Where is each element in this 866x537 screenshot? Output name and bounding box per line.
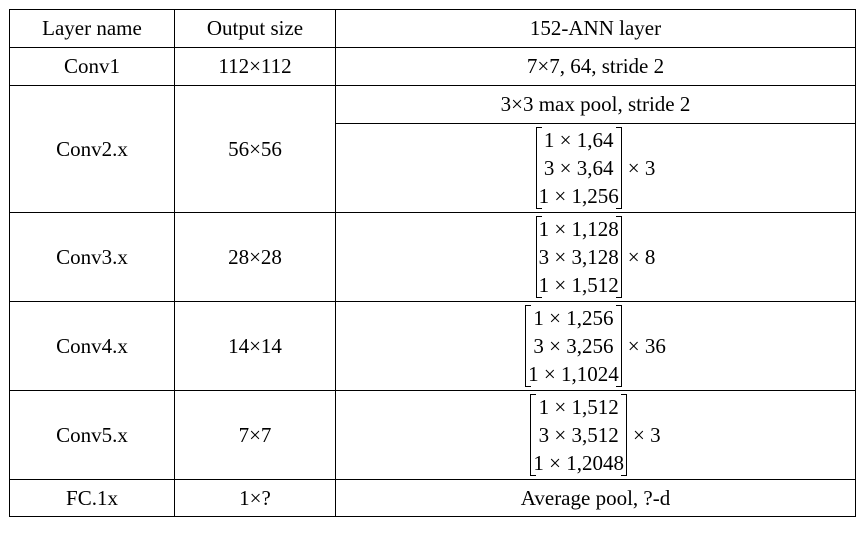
header-output-size: Output size <box>174 9 336 48</box>
pool-spec-cell: 3×3 max pool, stride 2 <box>335 85 856 124</box>
table-row-conv1: Conv1 112×112 7×7, 64, stride 2 <box>9 47 856 86</box>
block-spec-cell: 1 × 1,512 3 × 3,512 1 × 1,2048 × 3 <box>335 390 856 480</box>
table-row-conv2-pool: Conv2.x 56×56 3×3 max pool, stride 2 <box>9 85 856 213</box>
matrix-line: 1 × 1,512 <box>538 395 619 419</box>
output-size-cell: 56×56 <box>174 85 336 213</box>
output-size-cell: 112×112 <box>174 47 336 86</box>
header-ann-layer: 152-ANN layer <box>335 9 856 48</box>
bracket-group: 1 × 1,128 3 × 3,128 1 × 1,512 <box>535 215 622 299</box>
repeat-multiplier: × 36 <box>627 333 666 358</box>
output-size-cell: 28×28 <box>174 212 336 302</box>
block-matrix: 1 × 1,512 3 × 3,512 1 × 1,2048 × 3 <box>530 393 661 477</box>
layer-name-cell: Conv2.x <box>9 85 175 213</box>
block-matrix: 1 × 1,64 3 × 3,64 1 × 1,256 × 3 <box>535 126 656 210</box>
repeat-multiplier: × 3 <box>627 155 656 180</box>
matrix-line: 3 × 3,512 <box>538 423 619 447</box>
repeat-multiplier: × 3 <box>633 422 661 447</box>
matrix-line: 3 × 3,128 <box>538 245 619 269</box>
matrix-line: 1 × 1,64 <box>543 128 614 152</box>
layer-spec-cell: Average pool, ?-d <box>335 479 856 517</box>
matrix-line: 1 × 1,256 <box>538 184 619 208</box>
block-matrix: 1 × 1,256 3 × 3,256 1 × 1,1024 × 36 <box>525 304 666 388</box>
layer-name-cell: Conv5.x <box>9 390 175 480</box>
block-spec-cell: 1 × 1,128 3 × 3,128 1 × 1,512 × 8 <box>335 212 856 302</box>
matrix-line: 3 × 3,64 <box>543 156 614 180</box>
matrix-line: 1 × 1,2048 <box>533 451 624 475</box>
architecture-table: Layer name Output size 152-ANN layer Con… <box>9 9 856 517</box>
table-row-conv2-block: 1 × 1,64 3 × 3,64 1 × 1,256 × 3 <box>10 123 856 213</box>
block-spec-cell: 1 × 1,64 3 × 3,64 1 × 1,256 × 3 <box>335 123 856 213</box>
table-row-fc: FC.1x 1×? Average pool, ?-d <box>9 479 856 517</box>
matrix-line: 1 × 1,512 <box>538 273 619 297</box>
architecture-table-container: Layer name Output size 152-ANN layer Con… <box>9 9 856 517</box>
layer-name-cell: Conv3.x <box>9 212 175 302</box>
bracket-group: 1 × 1,64 3 × 3,64 1 × 1,256 <box>535 126 622 210</box>
output-size-cell: 14×14 <box>174 301 336 391</box>
matrix-line: 1 × 1,1024 <box>528 362 619 386</box>
block-spec-cell: 1 × 1,256 3 × 3,256 1 × 1,1024 × 36 <box>335 301 856 391</box>
repeat-multiplier: × 8 <box>627 244 656 269</box>
matrix-line: 3 × 3,256 <box>533 334 614 358</box>
matrix-line: 1 × 1,128 <box>538 217 619 241</box>
layer-name-cell: Conv4.x <box>9 301 175 391</box>
layer-name-cell: Conv1 <box>9 47 175 86</box>
table-row-conv4: Conv4.x 14×14 1 × 1,256 3 × 3,256 1 × 1,… <box>9 301 856 391</box>
block-matrix: 1 × 1,128 3 × 3,128 1 × 1,512 × 8 <box>535 215 656 299</box>
header-row: Layer name Output size 152-ANN layer <box>9 9 856 48</box>
output-size-cell: 7×7 <box>174 390 336 480</box>
table-row-conv3: Conv3.x 28×28 1 × 1,128 3 × 3,128 1 × 1,… <box>9 212 856 302</box>
bracket-group: 1 × 1,256 3 × 3,256 1 × 1,1024 <box>525 304 622 388</box>
matrix-line: 1 × 1,256 <box>533 306 614 330</box>
table-row-conv5: Conv5.x 7×7 1 × 1,512 3 × 3,512 1 × 1,20… <box>9 390 856 480</box>
header-layer-name: Layer name <box>9 9 175 48</box>
bracket-group: 1 × 1,512 3 × 3,512 1 × 1,2048 <box>530 393 627 477</box>
output-size-cell: 1×? <box>174 479 336 517</box>
layer-spec-cell: 7×7, 64, stride 2 <box>335 47 856 86</box>
layer-name-cell: FC.1x <box>9 479 175 517</box>
